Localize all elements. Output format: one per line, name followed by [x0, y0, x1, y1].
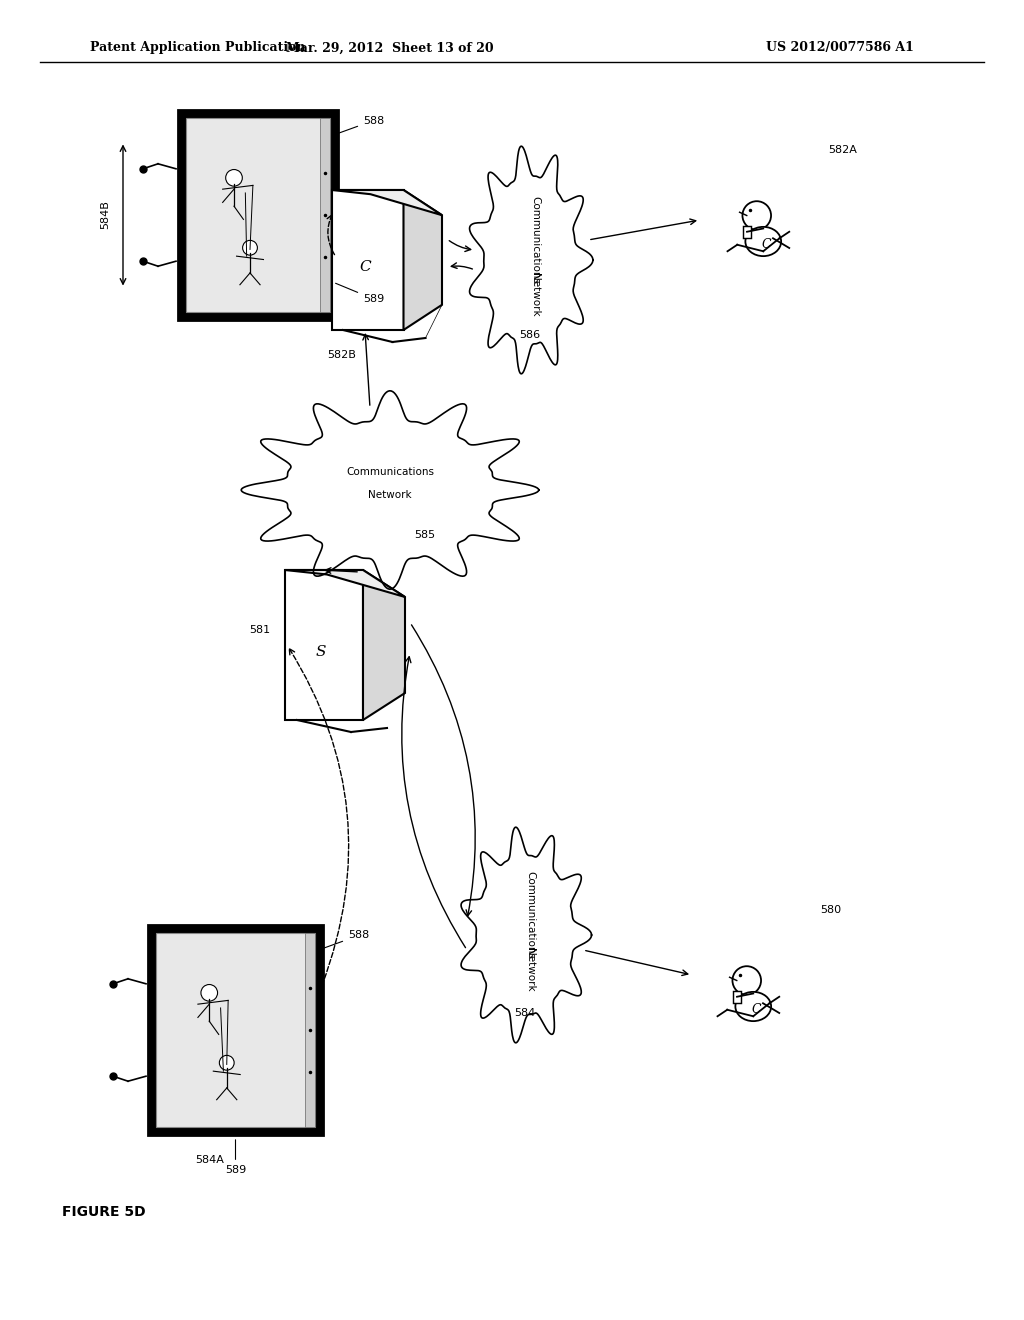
Text: 589: 589	[225, 1139, 246, 1175]
Bar	[743, 226, 751, 238]
Text: 582A: 582A	[828, 145, 857, 154]
FancyArrowPatch shape	[327, 215, 335, 255]
Polygon shape	[285, 570, 362, 719]
Circle shape	[201, 985, 217, 1001]
Circle shape	[225, 169, 243, 186]
Bar	[186, 117, 330, 312]
Circle shape	[742, 201, 771, 230]
Circle shape	[243, 240, 257, 255]
Bar	[148, 925, 323, 1135]
Bar	[178, 110, 338, 319]
Text: Mar. 29, 2012  Sheet 13 of 20: Mar. 29, 2012 Sheet 13 of 20	[286, 41, 494, 54]
Text: Communications: Communications	[346, 467, 434, 477]
Bar	[733, 991, 741, 1003]
Bar	[319, 117, 330, 312]
Text: C: C	[752, 1003, 761, 1016]
Text: 589: 589	[336, 284, 384, 304]
Polygon shape	[362, 570, 406, 719]
Text: 586: 586	[519, 330, 541, 341]
Polygon shape	[332, 190, 403, 330]
Polygon shape	[285, 570, 406, 597]
Text: S: S	[315, 645, 327, 660]
Text: 584A: 584A	[195, 1155, 223, 1166]
Text: 580: 580	[820, 906, 841, 915]
Text: US 2012/0077586 A1: US 2012/0077586 A1	[766, 41, 914, 54]
Circle shape	[732, 966, 761, 995]
Text: Network: Network	[525, 948, 535, 991]
Polygon shape	[403, 190, 442, 330]
Polygon shape	[332, 190, 442, 215]
Text: Communications: Communications	[525, 871, 535, 960]
Text: Network: Network	[530, 273, 540, 317]
Text: 584B: 584B	[100, 201, 110, 230]
Text: Patent Application Publication: Patent Application Publication	[90, 41, 305, 54]
Bar	[156, 933, 315, 1127]
Ellipse shape	[735, 991, 771, 1022]
Text: 588: 588	[321, 931, 370, 949]
Text: FIGURE 5D: FIGURE 5D	[62, 1205, 145, 1218]
Text: Communications: Communications	[530, 195, 540, 284]
Text: 582B: 582B	[327, 350, 356, 360]
Text: C: C	[762, 238, 771, 251]
FancyArrowPatch shape	[290, 648, 349, 986]
Text: 584: 584	[514, 1008, 536, 1018]
Text: 585: 585	[415, 531, 435, 540]
Text: 581: 581	[249, 624, 270, 635]
Text: C: C	[359, 260, 371, 275]
Ellipse shape	[745, 227, 781, 256]
Circle shape	[219, 1056, 234, 1071]
Text: 588: 588	[336, 116, 384, 135]
Bar	[305, 933, 315, 1127]
Text: Network: Network	[369, 490, 412, 500]
